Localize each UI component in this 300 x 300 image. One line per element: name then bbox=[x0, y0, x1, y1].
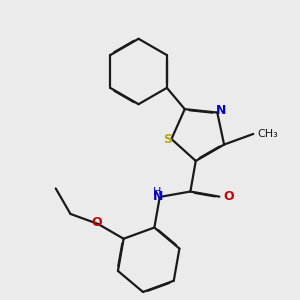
Text: H: H bbox=[153, 187, 161, 197]
Text: N: N bbox=[153, 190, 163, 203]
Text: N: N bbox=[216, 104, 226, 117]
Text: O: O bbox=[91, 216, 102, 229]
Text: O: O bbox=[223, 190, 234, 203]
Text: S: S bbox=[163, 133, 172, 146]
Text: CH₃: CH₃ bbox=[257, 129, 278, 139]
